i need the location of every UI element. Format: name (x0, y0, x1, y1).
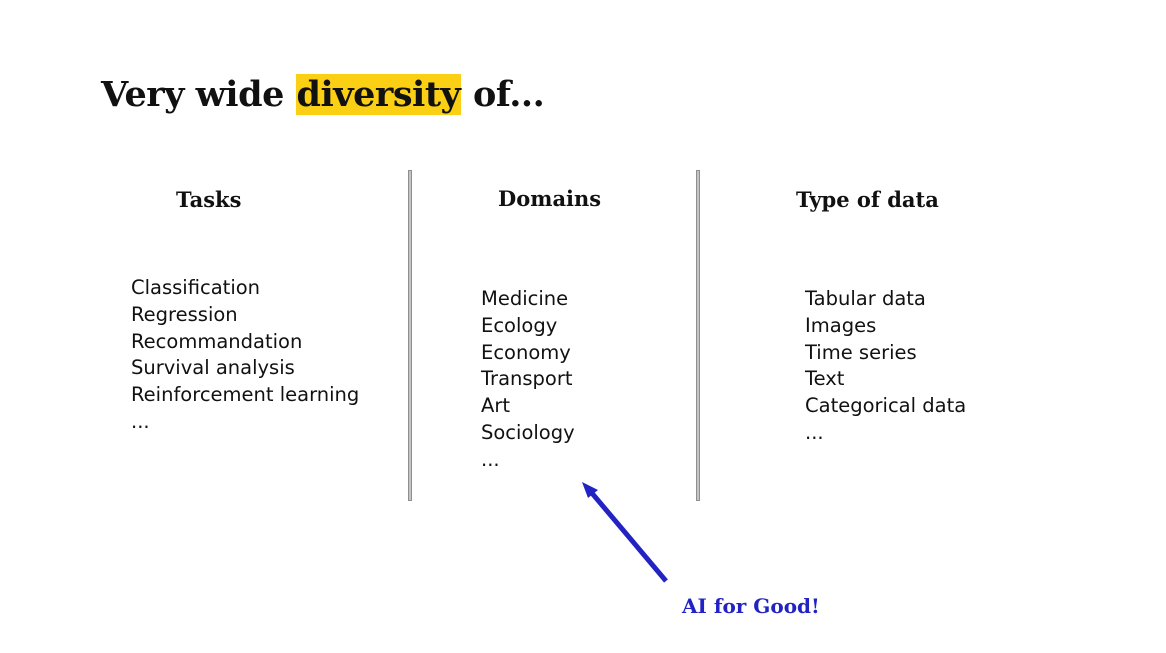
column-heading-tasks: Tasks (176, 187, 242, 212)
list-item: Medicine (481, 287, 569, 310)
column-divider-right (696, 170, 700, 501)
list-item: Classification (131, 276, 261, 299)
list-item: Recommandation (131, 329, 303, 353)
list-item: Survival analysis (131, 356, 295, 380)
tasks-list: Classification Regression Recommandation… (131, 275, 359, 436)
list-item: Regression (131, 302, 238, 326)
column-heading-type-of-data: Type of data (796, 187, 939, 212)
title-highlight: diversity (295, 74, 462, 115)
list-item: Transport (481, 367, 573, 391)
domains-list: Medicine Ecology Economy Transport Art S… (481, 286, 575, 474)
list-item: ... (131, 409, 150, 433)
list-item: ... (481, 447, 500, 471)
arrow-up-left-icon (582, 482, 668, 583)
callout-ai-for-good: AI for Good! (682, 594, 820, 618)
list-item: Ecology (481, 313, 558, 337)
list-item: Categorical data (805, 394, 967, 418)
list-item: ... (805, 420, 824, 444)
list-item: Sociology (481, 420, 575, 444)
list-item: Art (481, 394, 511, 418)
title-text-after: of... (461, 74, 545, 115)
list-item: Reinforcement learning (131, 383, 360, 407)
type-of-data-list: Tabular data Images Time series Text Cat… (805, 286, 966, 447)
list-item: Images (805, 313, 877, 337)
list-item: Text (805, 367, 845, 391)
column-divider-left (408, 170, 412, 501)
title-text-before: Very wide (101, 74, 296, 115)
list-item: Tabular data (805, 287, 926, 310)
list-item: Time series (805, 340, 917, 364)
slide-title: Very wide diversity of... (101, 70, 545, 120)
column-heading-domains: Domains (498, 186, 602, 211)
list-item: Economy (481, 340, 571, 364)
